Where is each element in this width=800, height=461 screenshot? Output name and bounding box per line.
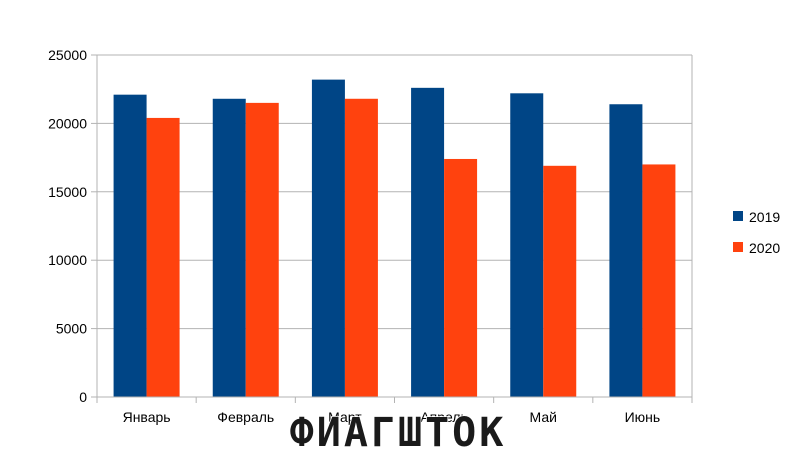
axes [91,54,693,403]
x-tick-label: Май [530,409,557,425]
bar-2019-2 [212,98,246,397]
bar-2020-5 [543,165,577,397]
x-tick-label: Январь [123,409,171,425]
bar-2020-2 [245,102,279,397]
bar-2019-4 [411,87,445,397]
bar-2019-5 [510,93,544,397]
tick-labels: 0 5000 10000 15000 20000 25000 Январь Февраль Ма… [48,47,660,425]
bar-2020-4 [444,158,478,397]
x-tick-label: Июнь [625,409,661,425]
bar-2019-1 [113,94,147,397]
legend-label-2020: 2020 [749,240,780,256]
y-tick-label: 10000 [48,252,87,268]
legend-label-2019: 2019 [749,209,780,225]
y-tick-label: 25000 [48,47,87,63]
y-tick-label: 5000 [56,321,87,337]
bar-2020-6 [642,164,676,397]
y-tick-label: 20000 [48,115,87,131]
bar-2019-6 [609,104,643,398]
x-tick-label: Февраль [217,409,274,425]
y-tick-label: 15000 [48,184,87,200]
bar-2020-1 [146,117,180,397]
legend: 2019 2020 [733,209,780,256]
bar-2020-3 [344,98,378,397]
bar-2019-3 [311,79,345,398]
y-tick-label: 0 [79,389,87,405]
gridlines [97,54,692,330]
x-tick-label: Апрель [420,409,468,425]
watermark-text: ФИАГШТОК [290,410,507,456]
x-tick-label: Март [328,409,362,425]
bars [113,79,676,398]
legend-swatch-2019 [733,211,743,221]
legend-swatch-2020 [733,242,743,252]
